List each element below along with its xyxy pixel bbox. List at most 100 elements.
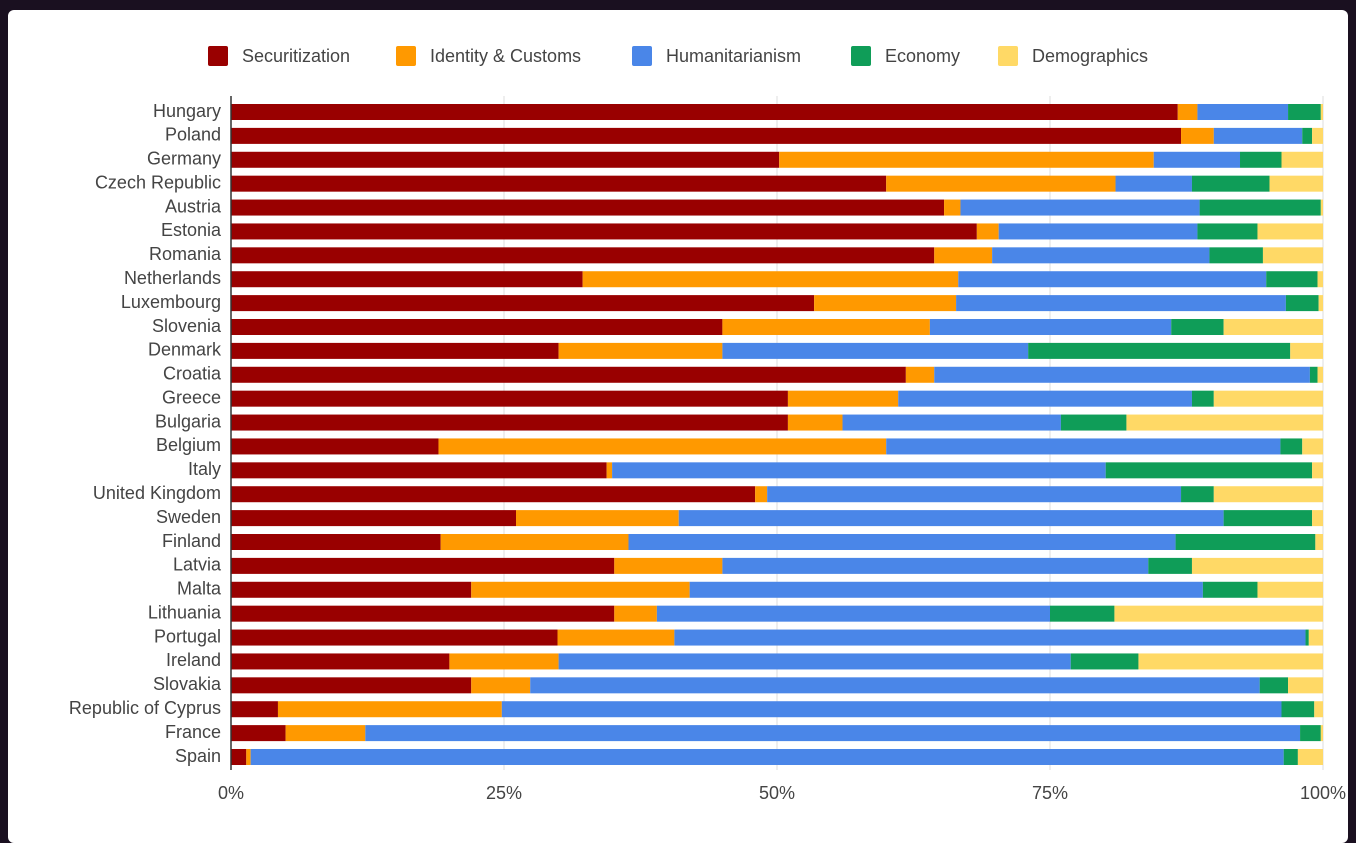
- bar-segment: [1297, 749, 1323, 765]
- bar-segment: [1300, 725, 1321, 742]
- bar-segment: [1070, 653, 1139, 670]
- bar-segment: [1257, 223, 1323, 240]
- bar-segment: [277, 701, 502, 718]
- bar-segment: [231, 414, 788, 431]
- bar-segment: [231, 534, 441, 550]
- bar-segment: [929, 319, 1172, 335]
- y-tick-label: Greece: [162, 387, 221, 407]
- x-tick-label: 100%: [1300, 783, 1346, 803]
- bar-segment: [582, 271, 959, 288]
- x-tick-label: 25%: [486, 783, 522, 803]
- bar-segment: [905, 366, 935, 383]
- y-tick-label: Denmark: [148, 340, 222, 360]
- bar-segment: [755, 486, 768, 503]
- bar-segment: [1223, 510, 1313, 527]
- bar-segment: [231, 629, 558, 646]
- bar-segment: [934, 247, 993, 264]
- bar-segment: [722, 557, 1149, 574]
- legend-label: Humanitarianism: [666, 46, 801, 66]
- bar-segment: [1320, 104, 1323, 120]
- bar-segment: [1312, 510, 1323, 527]
- bar-segment: [1060, 414, 1127, 431]
- bar-segment: [231, 319, 723, 335]
- bar-segment: [976, 223, 999, 240]
- bar-segment: [787, 414, 843, 431]
- y-tick-label: Slovakia: [153, 674, 222, 694]
- bar-segment: [689, 581, 1203, 598]
- bar-segment: [1213, 486, 1323, 503]
- y-tick-label: Bulgaria: [155, 411, 222, 431]
- bar-segment: [958, 271, 1267, 288]
- y-tick-label: France: [165, 722, 221, 742]
- bar-segment: [1181, 127, 1214, 144]
- bar-segment: [501, 701, 1282, 718]
- y-tick-label: Hungary: [153, 101, 221, 121]
- bar-segment: [722, 342, 1029, 359]
- bar-segment: [231, 701, 278, 718]
- bar-segment: [231, 295, 815, 312]
- bar-segment: [1148, 557, 1192, 574]
- bar-segment: [231, 104, 1178, 120]
- bar-segment: [231, 677, 472, 694]
- bar-segment: [934, 366, 1310, 383]
- bar-segment: [1309, 366, 1318, 383]
- bar-segment: [1320, 199, 1323, 216]
- bar-segment: [438, 438, 887, 455]
- bar-segment: [231, 366, 906, 383]
- bar-segment: [1213, 390, 1323, 407]
- bar-segment: [814, 295, 957, 312]
- bar-segment: [1314, 701, 1323, 718]
- bar-segment: [1177, 104, 1198, 120]
- x-tick-label: 50%: [759, 783, 795, 803]
- bar-segment: [1317, 271, 1323, 288]
- bar-segment: [1199, 199, 1321, 216]
- bar-segment: [1262, 247, 1323, 264]
- legend-label: Demographics: [1032, 46, 1148, 66]
- bar-segment: [365, 725, 1301, 742]
- bar-segment: [440, 534, 629, 550]
- bar-segment: [886, 438, 1281, 455]
- legend-label: Securitization: [242, 46, 350, 66]
- bar-segment: [1302, 438, 1323, 455]
- y-tick-label: Finland: [162, 531, 221, 551]
- bar-segment: [231, 390, 788, 407]
- bar-segment: [231, 175, 887, 192]
- bar-segment: [231, 462, 607, 479]
- y-tick-label: Malta: [177, 579, 222, 599]
- bar-segment: [992, 247, 1210, 264]
- bar-segment: [1290, 342, 1323, 359]
- bar-segment: [1266, 271, 1318, 288]
- bar-segment: [612, 462, 1106, 479]
- bar-segment: [1153, 151, 1241, 168]
- bar-segment: [1028, 342, 1291, 359]
- bar-segment: [231, 247, 935, 264]
- bar-segment: [1191, 557, 1323, 574]
- bar-segment: [1281, 151, 1323, 168]
- bar-segment: [1114, 605, 1323, 622]
- bar-segment: [557, 629, 675, 646]
- bar-segment: [1312, 127, 1323, 144]
- bar-segment: [960, 199, 1200, 216]
- bar-segment: [1283, 749, 1298, 765]
- bar-segment: [1257, 581, 1323, 598]
- bar-segment: [956, 295, 1286, 312]
- bar-segment: [285, 725, 366, 742]
- bar-segment: [1317, 366, 1323, 383]
- bar-segment: [678, 510, 1224, 527]
- bar-segment: [1281, 701, 1315, 718]
- bar-segment: [722, 319, 930, 335]
- bar-segment: [530, 677, 1260, 694]
- bar-segment: [1126, 414, 1323, 431]
- bar-segment: [1191, 175, 1270, 192]
- y-tick-label: Czech Republic: [95, 172, 221, 192]
- bar-segment: [1209, 247, 1263, 264]
- bar-segment: [1308, 629, 1323, 646]
- bar-segment: [449, 653, 559, 670]
- bar-segment: [231, 510, 517, 527]
- bar-segment: [1280, 438, 1303, 455]
- bar-segment: [471, 677, 531, 694]
- bar-segment: [516, 510, 679, 527]
- bar-segment: [231, 653, 450, 670]
